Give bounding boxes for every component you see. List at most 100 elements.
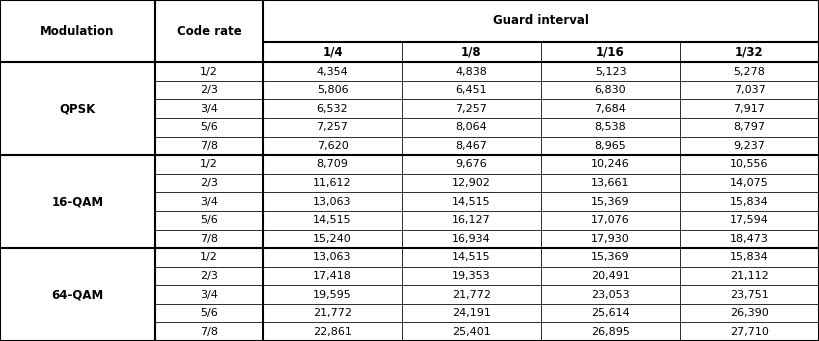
Text: 9,676: 9,676 — [455, 160, 487, 169]
Bar — [402, 323, 541, 341]
Text: 14,515: 14,515 — [452, 197, 491, 207]
Text: QPSK: QPSK — [59, 102, 96, 115]
Text: 1/8: 1/8 — [461, 45, 482, 58]
Bar — [680, 192, 819, 211]
Text: 3/4: 3/4 — [200, 104, 218, 114]
Text: 14,515: 14,515 — [452, 252, 491, 262]
Bar — [263, 304, 402, 323]
Bar — [263, 62, 402, 81]
Bar — [680, 229, 819, 248]
Bar — [680, 174, 819, 192]
Text: 18,473: 18,473 — [730, 234, 769, 244]
Text: 11,612: 11,612 — [313, 178, 352, 188]
Bar — [263, 211, 402, 229]
Bar — [541, 304, 680, 323]
Text: 6,451: 6,451 — [455, 85, 487, 95]
Text: 17,594: 17,594 — [730, 215, 769, 225]
Bar — [155, 248, 263, 267]
Text: 6,830: 6,830 — [595, 85, 627, 95]
Text: 2/3: 2/3 — [200, 178, 218, 188]
Text: 64-QAM: 64-QAM — [52, 288, 104, 301]
Text: 21,112: 21,112 — [730, 271, 769, 281]
Bar — [155, 229, 263, 248]
Text: 10,246: 10,246 — [591, 160, 630, 169]
Bar — [155, 155, 263, 174]
Bar — [680, 137, 819, 155]
Text: 7,037: 7,037 — [734, 85, 766, 95]
Text: 6,532: 6,532 — [317, 104, 348, 114]
Bar — [0, 62, 155, 155]
Text: 5/6: 5/6 — [200, 215, 218, 225]
Bar — [402, 155, 541, 174]
Text: 3/4: 3/4 — [200, 290, 218, 299]
Text: 20,491: 20,491 — [591, 271, 630, 281]
Text: 19,353: 19,353 — [452, 271, 491, 281]
Text: 8,709: 8,709 — [317, 160, 348, 169]
Bar — [680, 323, 819, 341]
Bar — [155, 211, 263, 229]
Bar — [155, 323, 263, 341]
Bar — [155, 81, 263, 100]
Text: 1/32: 1/32 — [735, 45, 764, 58]
Bar — [541, 285, 680, 304]
Bar — [402, 248, 541, 267]
Text: 5,123: 5,123 — [595, 66, 627, 77]
Bar — [263, 323, 402, 341]
Bar — [0, 248, 155, 341]
Text: 16,934: 16,934 — [452, 234, 491, 244]
Text: 8,538: 8,538 — [595, 122, 627, 132]
Text: Modulation: Modulation — [40, 25, 115, 38]
Bar — [402, 81, 541, 100]
Text: 17,930: 17,930 — [591, 234, 630, 244]
Text: 12,902: 12,902 — [452, 178, 491, 188]
Text: 13,063: 13,063 — [313, 197, 351, 207]
Text: 9,237: 9,237 — [734, 141, 766, 151]
Bar — [680, 118, 819, 137]
Text: 14,515: 14,515 — [313, 215, 352, 225]
Text: 8,797: 8,797 — [734, 122, 766, 132]
Text: 7,917: 7,917 — [734, 104, 766, 114]
Bar — [680, 267, 819, 285]
Text: 25,401: 25,401 — [452, 327, 491, 337]
Bar — [541, 229, 680, 248]
Text: 10,556: 10,556 — [731, 160, 769, 169]
Bar — [263, 229, 402, 248]
Bar — [263, 100, 402, 118]
Bar — [263, 285, 402, 304]
Bar — [263, 0, 819, 42]
Bar — [402, 137, 541, 155]
Text: 3/4: 3/4 — [200, 197, 218, 207]
Bar — [402, 118, 541, 137]
Text: 17,076: 17,076 — [591, 215, 630, 225]
Text: 19,595: 19,595 — [313, 290, 352, 299]
Bar — [541, 323, 680, 341]
Bar — [402, 304, 541, 323]
Text: 8,467: 8,467 — [455, 141, 487, 151]
Text: 27,710: 27,710 — [730, 327, 769, 337]
Bar — [541, 174, 680, 192]
Text: 7,257: 7,257 — [317, 122, 348, 132]
Bar — [402, 285, 541, 304]
Bar — [402, 62, 541, 81]
Text: 1/2: 1/2 — [200, 66, 218, 77]
Bar — [402, 229, 541, 248]
Bar — [541, 211, 680, 229]
Text: 7,257: 7,257 — [455, 104, 487, 114]
Text: 7,684: 7,684 — [595, 104, 627, 114]
Text: 15,834: 15,834 — [730, 252, 769, 262]
Bar — [402, 100, 541, 118]
Bar — [680, 62, 819, 81]
Text: 15,834: 15,834 — [730, 197, 769, 207]
Bar — [680, 81, 819, 100]
Text: 26,895: 26,895 — [591, 327, 630, 337]
Text: 7/8: 7/8 — [200, 234, 218, 244]
Bar — [263, 155, 402, 174]
Bar — [402, 192, 541, 211]
Text: 23,053: 23,053 — [591, 290, 630, 299]
Bar — [263, 267, 402, 285]
Text: 16,127: 16,127 — [452, 215, 491, 225]
Text: 13,661: 13,661 — [591, 178, 630, 188]
Bar — [541, 81, 680, 100]
Bar — [541, 118, 680, 137]
Text: 1/2: 1/2 — [200, 160, 218, 169]
